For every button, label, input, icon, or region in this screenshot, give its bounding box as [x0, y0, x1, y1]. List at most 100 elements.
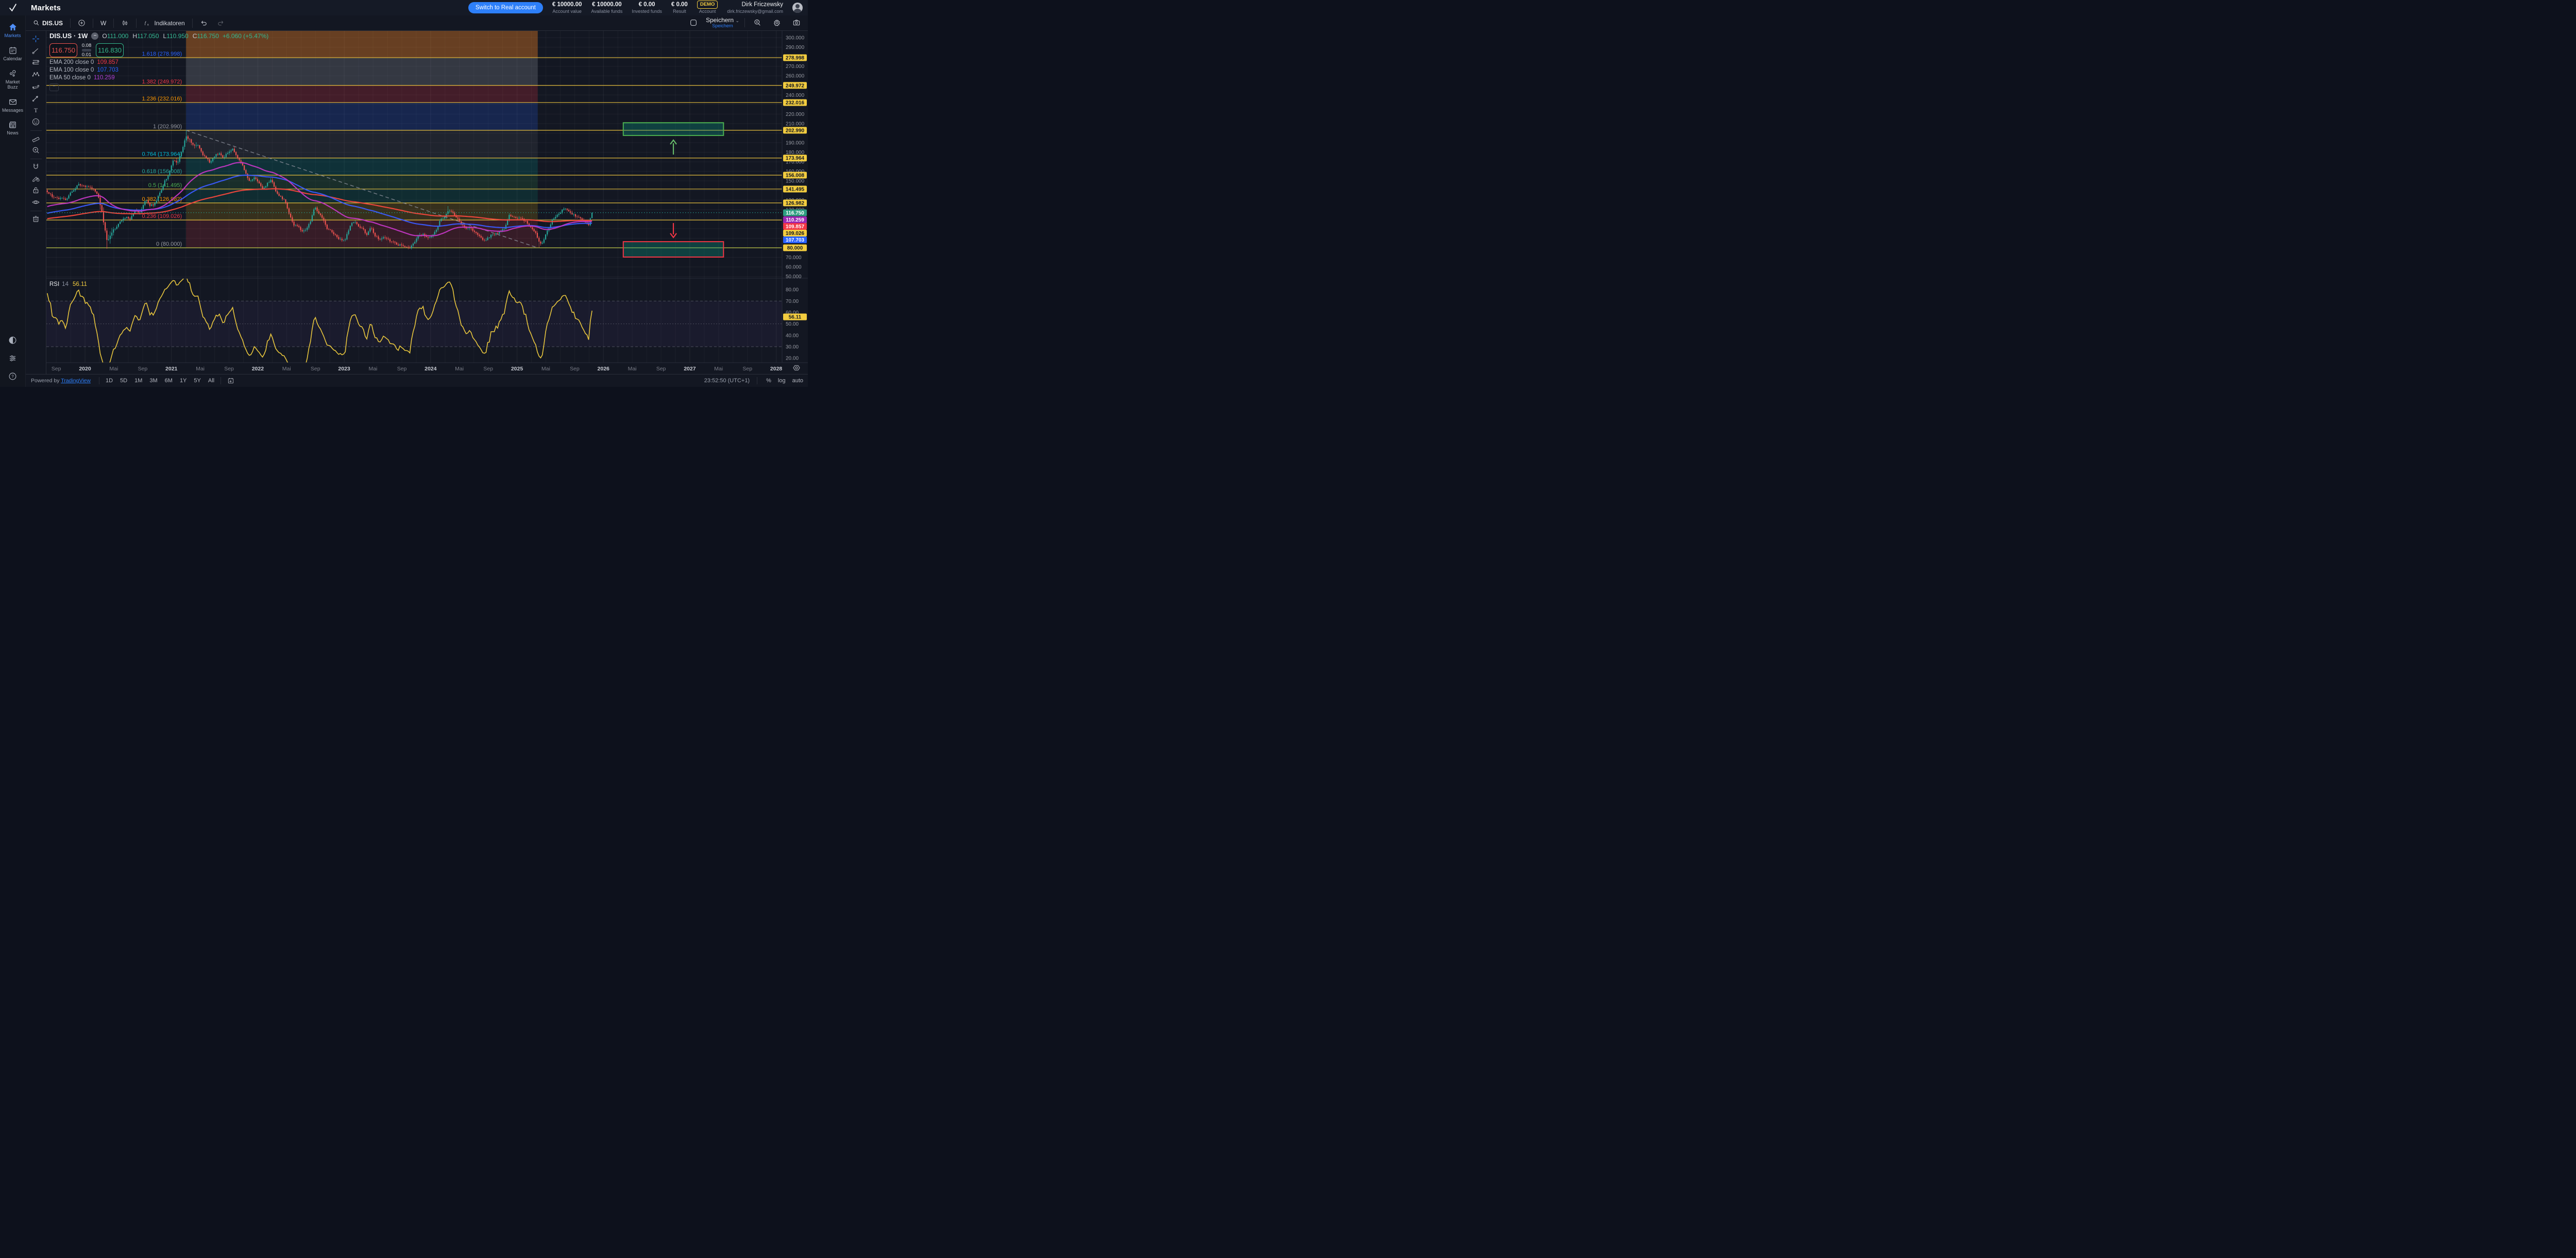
spread-column: 0.08 0.01 — [77, 43, 96, 58]
user-email: dirk.friczewsky@gmail.com — [727, 8, 783, 14]
candlestick-icon — [123, 20, 127, 26]
svg-text:20.00: 20.00 — [786, 356, 799, 362]
redo-button[interactable] — [214, 18, 228, 28]
page-title: Markets — [31, 3, 61, 12]
save-button[interactable]: Speichern ⌄ Speichern — [706, 16, 739, 29]
scale-button-log[interactable]: log — [777, 378, 786, 384]
account-stats: € 10000.00 Account value € 10000.00 Availab… — [552, 1, 688, 14]
ema-legend-row[interactable]: EMA 100 close 0 107.703 — [49, 67, 268, 73]
compare-add-button[interactable] — [75, 18, 89, 28]
svg-text:190.000: 190.000 — [786, 140, 805, 146]
drawing-mode-tool[interactable] — [29, 173, 43, 184]
sidebar-item-label: News — [7, 130, 19, 136]
powered-by: Powered by TradingView — [26, 378, 96, 384]
preferences-sliders-icon[interactable] — [8, 354, 17, 363]
text-tool[interactable]: T — [29, 105, 43, 115]
sidebar-item-messages[interactable]: Messages — [0, 97, 26, 113]
stat-label: Invested funds — [632, 8, 662, 14]
sidebar-item-label: Messages — [2, 107, 24, 113]
stat-label: Result — [673, 8, 686, 14]
legend-symbol[interactable]: DIS.US · 1W — [49, 32, 88, 40]
range-button-5d[interactable]: 5D — [120, 378, 128, 384]
magnet-tool[interactable] — [29, 161, 43, 172]
remove-all-tool[interactable] — [29, 213, 43, 224]
svg-text:Mai: Mai — [541, 366, 550, 372]
range-button-1d[interactable]: 1D — [105, 378, 113, 384]
range-button-5y[interactable]: 5Y — [194, 378, 201, 384]
xabcd-pattern-tool[interactable] — [29, 69, 43, 80]
help-icon[interactable]: ? — [8, 372, 17, 381]
avatar[interactable] — [792, 3, 803, 13]
quick-search-icon[interactable] — [750, 18, 765, 28]
symbol-search-button[interactable]: DIS.US — [30, 19, 66, 28]
fx-icon: f x — [145, 21, 149, 27]
svg-text:Mai: Mai — [196, 366, 205, 372]
layout-icon[interactable] — [686, 18, 701, 28]
stat-available-funds: € 10000.00 Available funds — [591, 1, 622, 14]
zoom-in-tool[interactable] — [29, 145, 43, 156]
scale-button-auto[interactable]: auto — [792, 378, 803, 384]
sell-button[interactable]: 116.750 — [49, 43, 77, 57]
rsi-value: 56.11 — [72, 281, 87, 287]
ema-legend-row[interactable]: EMA 50 close 0 110.259 — [49, 75, 268, 81]
svg-text:126.982: 126.982 — [786, 200, 805, 206]
go-to-date-button[interactable] — [224, 376, 238, 385]
chart-type-button[interactable] — [118, 18, 132, 28]
settings-gear-icon[interactable] — [770, 18, 784, 28]
svg-text:2024: 2024 — [425, 366, 437, 372]
svg-text:109.026: 109.026 — [786, 231, 805, 236]
interval-label: W — [100, 19, 107, 27]
hide-all-tool[interactable] — [29, 197, 43, 208]
range-button-1m[interactable]: 1M — [134, 378, 143, 384]
emoji-tool[interactable] — [29, 116, 43, 127]
sidebar-item-markets[interactable]: Markets — [0, 23, 26, 39]
brand-logo[interactable] — [0, 3, 26, 13]
user-block[interactable]: Dirk Friczewsky dirk.friczewsky@gmail.co… — [727, 1, 783, 15]
svg-text:156.008: 156.008 — [786, 173, 805, 179]
legend-minus-icon[interactable]: − — [91, 32, 99, 40]
spread-handle[interactable] — [82, 49, 91, 52]
svg-text:270.000: 270.000 — [786, 64, 805, 70]
projection-tool[interactable] — [29, 81, 43, 92]
indicators-button[interactable]: f x Indikatoren — [141, 18, 188, 28]
range-button-1y[interactable]: 1Y — [179, 378, 187, 384]
screenshot-camera-icon[interactable] — [789, 18, 804, 28]
ruler-tool[interactable] — [29, 133, 43, 144]
range-button-6m[interactable]: 6M — [164, 378, 173, 384]
arrow-marker-icon — [32, 96, 38, 102]
chart-canvas[interactable]: 1.618 (278.998) 1.382 (249.972) 1.236 (232… — [46, 31, 808, 374]
xabcd-pattern-icon — [32, 72, 40, 77]
sidebar-item-market-buzz[interactable]: Market Buzz — [0, 69, 26, 90]
svg-text:x: x — [147, 24, 149, 27]
theme-toggle-icon[interactable] — [8, 336, 17, 345]
ema-value: 107.703 — [97, 67, 118, 73]
svg-text:50.00: 50.00 — [786, 321, 799, 327]
switch-to-real-account-button[interactable]: Switch to Real account — [468, 2, 543, 13]
clock[interactable]: 23:52:50 (UTC+1) — [704, 378, 750, 384]
trend-line-tool[interactable] — [29, 45, 43, 56]
stat-invested-funds: € 0.00 Invested funds — [632, 1, 662, 14]
arrow-marker-tool[interactable] — [29, 93, 43, 104]
interval-button[interactable]: W — [97, 19, 109, 28]
svg-text:Sep: Sep — [52, 366, 61, 372]
scale-button-%[interactable]: % — [766, 378, 771, 384]
legend-collapse-chevron[interactable]: ⌃ — [49, 83, 59, 91]
undo-button[interactable] — [197, 18, 211, 28]
crosshair-tool[interactable] — [29, 33, 43, 44]
lock-all-tool[interactable] — [29, 185, 43, 196]
range-button-all[interactable]: All — [208, 378, 215, 384]
scale-buttons: % log auto — [765, 377, 805, 384]
chart-legend: DIS.US · 1W − O111.000 H117.050 L110.950 C1… — [49, 32, 268, 91]
symbol-label: DIS.US — [42, 19, 63, 27]
rsi-legend[interactable]: RSI 14 56.11 — [49, 281, 87, 287]
ema-legend-row[interactable]: EMA 200 close 0 109.857 — [49, 59, 268, 65]
ema-value: 109.857 — [97, 59, 118, 65]
tradingview-link[interactable]: TradingView — [61, 378, 91, 384]
range-button-3m[interactable]: 3M — [149, 378, 158, 384]
sidebar-item-news[interactable]: News — [0, 120, 26, 136]
chart-plot-area[interactable]: 1.618 (278.998) 1.382 (249.972) 1.236 (232… — [46, 31, 808, 374]
buy-button[interactable]: 116.830 — [96, 43, 124, 57]
demo-account-label: Account — [699, 9, 716, 14]
fib-retracement-tool[interactable] — [29, 57, 43, 68]
sidebar-item-calendar[interactable]: Calendar — [0, 46, 26, 62]
